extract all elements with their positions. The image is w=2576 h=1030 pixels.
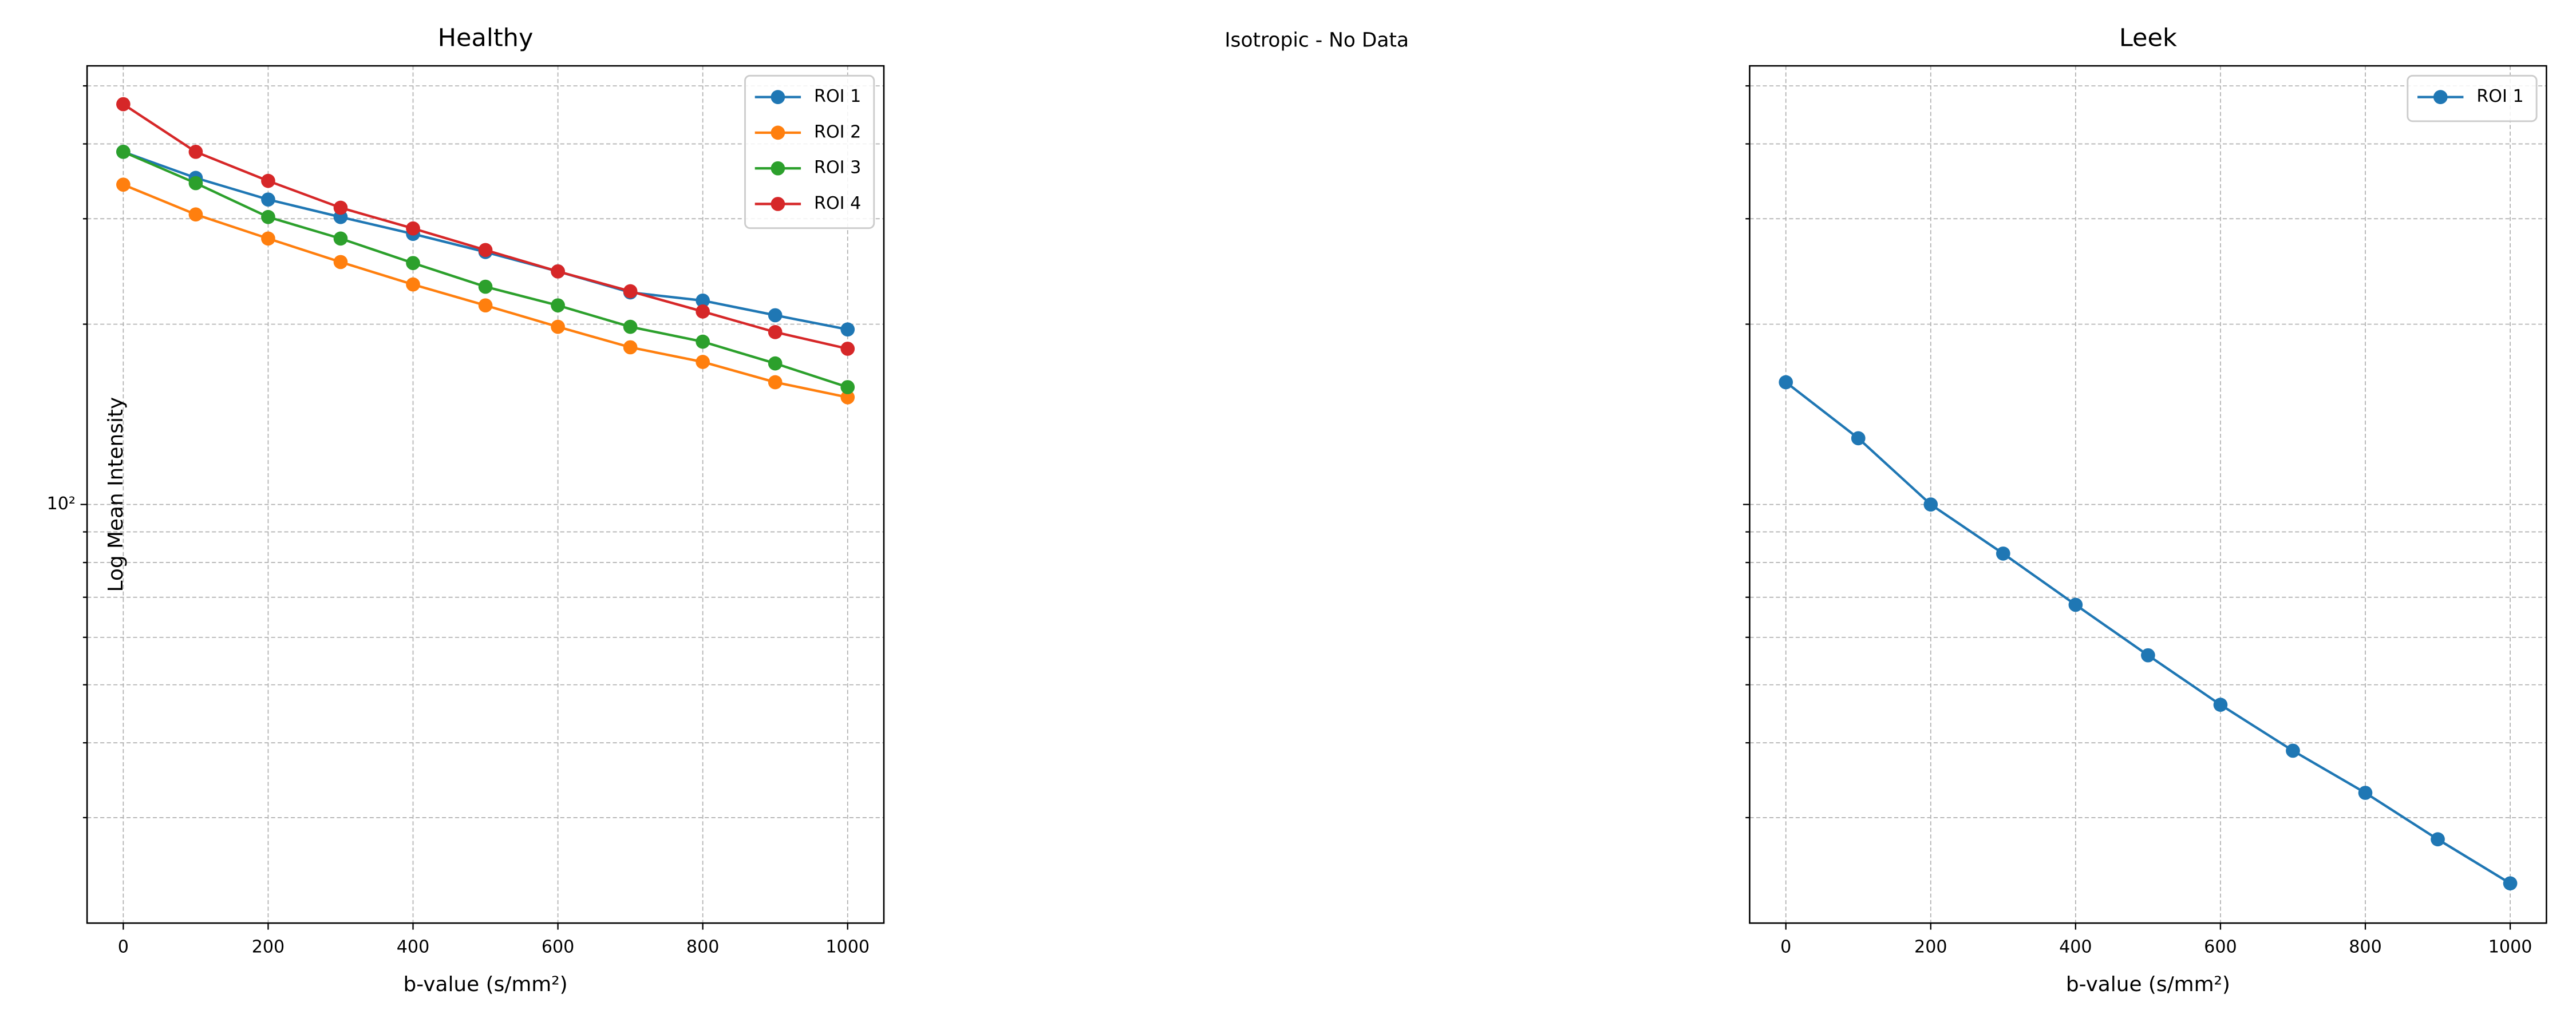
data-point <box>551 264 565 279</box>
x-tick-label: 400 <box>397 937 430 957</box>
data-point <box>333 231 348 246</box>
legend-marker <box>771 125 785 140</box>
x-tick-label: 600 <box>542 937 575 957</box>
x-tick-label: 200 <box>252 937 285 957</box>
legend-label: ROI 1 <box>2476 86 2523 106</box>
data-point <box>116 97 131 112</box>
legend-marker <box>771 197 785 211</box>
data-point <box>1779 375 1793 390</box>
series-line <box>1785 381 2511 885</box>
series-line <box>123 150 848 389</box>
legend-marker <box>771 161 785 176</box>
data-point <box>623 319 638 334</box>
legend-label: ROI 2 <box>814 122 861 142</box>
data-point <box>188 144 203 159</box>
data-point <box>2431 832 2445 847</box>
legend-box <box>744 74 875 229</box>
data-point <box>696 355 710 369</box>
data-point <box>261 173 275 188</box>
legend-label: ROI 3 <box>814 158 861 178</box>
x-tick-label: 200 <box>1914 937 1947 957</box>
data-point <box>768 325 783 339</box>
data-point <box>2503 876 2518 891</box>
data-point <box>406 256 420 271</box>
data-point <box>116 144 131 159</box>
data-point <box>768 375 783 390</box>
data-point <box>116 177 131 192</box>
data-point <box>2141 648 2155 663</box>
data-point <box>551 319 565 334</box>
x-axis-label: b-value (s/mm²) <box>2066 973 2230 996</box>
data-point <box>696 304 710 319</box>
data-point <box>261 231 275 246</box>
y-axis-label: Log Mean Intensity <box>104 397 128 592</box>
x-tick-label: 1000 <box>2488 937 2532 957</box>
data-point <box>2213 698 2228 712</box>
y-tick-label: 10² <box>47 494 76 514</box>
data-point <box>1923 497 1938 512</box>
data-point <box>333 200 348 215</box>
data-point <box>1851 431 1866 446</box>
data-point <box>406 277 420 292</box>
legend-marker <box>771 90 785 104</box>
chart-title: Leek <box>2119 24 2177 53</box>
data-point <box>623 284 638 299</box>
plot-frame <box>1749 65 2547 924</box>
data-point <box>2068 597 2083 612</box>
legend-label: ROI 4 <box>814 193 861 213</box>
data-point <box>623 340 638 355</box>
x-tick-label: 800 <box>2349 937 2382 957</box>
chart-title: Isotropic - No Data <box>1224 29 1409 52</box>
data-point <box>406 221 420 236</box>
data-point <box>551 298 565 313</box>
data-point <box>478 279 493 294</box>
data-point <box>840 390 855 405</box>
x-tick-label: 600 <box>2204 937 2237 957</box>
data-point <box>333 255 348 270</box>
x-tick-label: 0 <box>118 937 129 957</box>
data-point <box>1996 546 2010 561</box>
data-point <box>768 308 783 323</box>
chart-title: Healthy <box>438 24 534 53</box>
data-point <box>188 176 203 191</box>
x-tick-label: 1000 <box>825 937 870 957</box>
plot-frame <box>86 65 885 924</box>
x-axis-label: b-value (s/mm²) <box>404 973 568 996</box>
data-point <box>696 293 710 308</box>
x-tick-label: 800 <box>686 937 720 957</box>
legend-label: ROI 1 <box>814 86 861 106</box>
data-point <box>2358 786 2373 800</box>
data-point <box>2286 743 2300 758</box>
data-point <box>768 356 783 371</box>
x-tick-label: 0 <box>1780 937 1791 957</box>
legend-box <box>2407 74 2538 122</box>
legend-marker <box>2433 90 2448 104</box>
data-point <box>840 342 855 356</box>
data-point <box>478 243 493 258</box>
data-point <box>696 334 710 349</box>
data-point <box>261 192 275 207</box>
data-point <box>188 207 203 222</box>
data-point <box>261 209 275 224</box>
x-tick-label: 400 <box>2059 937 2092 957</box>
data-point <box>840 380 855 394</box>
data-point <box>840 322 855 337</box>
data-point <box>478 298 493 313</box>
